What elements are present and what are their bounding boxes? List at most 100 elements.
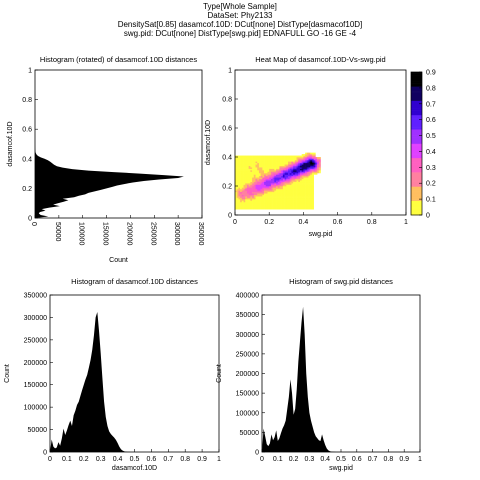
- heatmap-cell: [279, 200, 282, 203]
- heatmap-cell: [238, 184, 241, 187]
- heatmap-cell: [291, 174, 294, 177]
- plot2-xtick-label: 0.4: [299, 219, 309, 226]
- heatmap-cell: [252, 194, 255, 197]
- plot2-xtick-label: 1: [404, 219, 408, 226]
- heatmap-cell: [305, 168, 308, 171]
- heatmap-cell: [291, 188, 294, 191]
- heatmap-cell: [267, 183, 270, 185]
- heatmap-cell: [270, 158, 273, 161]
- heatmap-cell: [305, 204, 308, 207]
- heatmap-cell: [274, 162, 277, 165]
- heatmap-cell: [286, 183, 289, 185]
- heatmap-cell: [317, 165, 320, 168]
- heatmap-cell: [310, 154, 313, 156]
- colorbar-band: [411, 153, 422, 155]
- heatmap-cell: [246, 174, 249, 177]
- heatmap-cell: [311, 207, 314, 210]
- heatmap-cell: [252, 155, 255, 158]
- heatmap-cell: [250, 207, 253, 210]
- heatmap-cell: [301, 157, 304, 159]
- heatmap-cell: [269, 167, 272, 169]
- plot3-xtick-label: 0.3: [96, 456, 106, 463]
- colorbar-band: [411, 159, 422, 162]
- heatmap-cell: [264, 200, 267, 203]
- heatmap-cell: [236, 178, 239, 181]
- heatmap-cell: [274, 206, 277, 209]
- heatmap-cell: [276, 204, 279, 207]
- heatmap-cell: [269, 197, 272, 200]
- plot2-ytick-label: 0.8: [222, 97, 232, 104]
- heatmap-cell: [253, 157, 256, 159]
- heatmap-cell: [299, 204, 302, 207]
- heatmap-cell: [311, 174, 314, 177]
- heatmap-cell: [308, 177, 311, 180]
- heatmap-cell: [253, 162, 256, 165]
- heatmap-cell: [274, 204, 277, 207]
- heatmap-cell: [291, 158, 294, 161]
- heatmap-cell: [255, 159, 258, 162]
- colorbar-band: [411, 145, 422, 147]
- heatmap-cell: [276, 158, 279, 161]
- heatmap-cell: [248, 196, 251, 198]
- heatmap-cell: [246, 186, 249, 188]
- heatmap-cell: [282, 203, 285, 206]
- heatmap-cell: [303, 162, 306, 165]
- heatmap-cell: [305, 199, 308, 201]
- heatmap-cell: [303, 191, 306, 194]
- heatmap-cell: [284, 177, 287, 180]
- heatmap-cell: [289, 162, 292, 165]
- heatmap-cell: [311, 200, 314, 203]
- heatmap-cell: [240, 191, 243, 194]
- heatmap-cell: [262, 155, 265, 158]
- heatmap-cell: [311, 194, 314, 197]
- plot4-xtick-label: 1: [418, 456, 422, 463]
- heatmap-cell: [291, 171, 294, 174]
- heatmap-cell: [265, 193, 268, 195]
- heatmap-cell: [235, 175, 238, 178]
- heatmap-cell: [294, 204, 297, 207]
- heatmap-cell: [270, 180, 273, 182]
- heatmap-cell: [270, 201, 273, 204]
- heatmap-cell: [264, 168, 267, 171]
- heatmap-cell: [246, 191, 249, 194]
- heatmap-cell: [305, 201, 308, 204]
- heatmap-cell: [289, 191, 292, 194]
- heatmap-cell: [245, 206, 248, 209]
- heatmap-cell: [245, 164, 248, 166]
- heatmap-cell: [270, 155, 273, 158]
- heatmap-cell: [291, 199, 294, 201]
- heatmap-cell: [276, 155, 279, 158]
- heatmap-cell: [291, 207, 294, 210]
- heatmap-cell: [298, 183, 301, 185]
- heatmap-cell: [288, 157, 291, 159]
- heatmap-cell: [243, 177, 246, 180]
- heatmap-cell: [264, 186, 267, 188]
- heatmap-cell: [301, 188, 304, 191]
- heatmap-cell: [264, 197, 267, 200]
- heatmap-cell: [301, 186, 304, 188]
- heatmap-cell: [270, 171, 273, 174]
- heatmap-cell: [296, 196, 299, 198]
- heatmap-cell: [236, 186, 239, 188]
- heatmap-cell: [281, 180, 284, 182]
- rotated-histogram-area: [35, 144, 184, 218]
- heatmap-cell: [235, 171, 238, 174]
- heatmap-cell: [311, 196, 314, 198]
- heatmap-cell: [243, 197, 246, 200]
- heatmap-cell: [258, 201, 261, 204]
- heatmap-cell: [236, 183, 239, 185]
- heatmap-cell: [248, 180, 251, 182]
- heatmap-cell: [310, 174, 313, 177]
- heatmap-cell: [245, 196, 248, 198]
- heatmap-cell: [265, 196, 268, 198]
- heatmap-cell: [272, 168, 275, 171]
- heatmap-cell: [311, 172, 314, 175]
- heatmap-cell: [308, 203, 311, 206]
- heatmap-cell: [276, 170, 279, 172]
- heatmap-cell: [310, 175, 313, 178]
- heatmap-cell: [267, 162, 270, 165]
- heatmap-cell: [293, 177, 296, 180]
- heatmap-cell: [264, 188, 267, 191]
- heatmap-cell: [272, 167, 275, 169]
- heatmap-cell: [301, 207, 304, 210]
